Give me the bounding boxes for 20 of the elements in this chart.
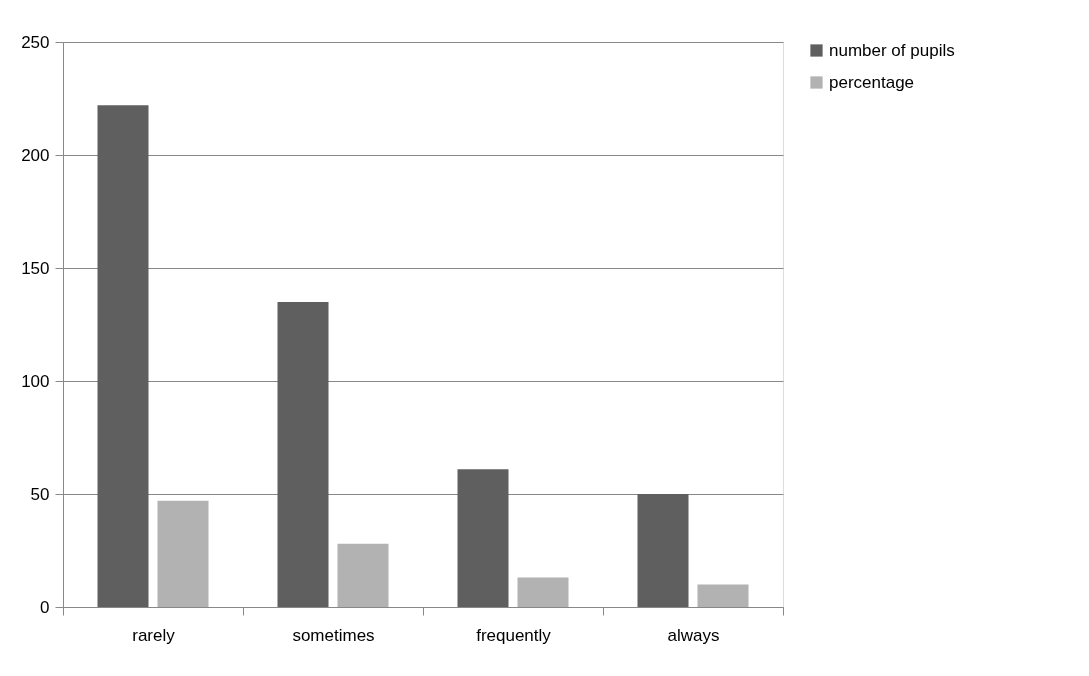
bar <box>157 500 209 607</box>
bar <box>517 577 569 607</box>
y-tick-label: 0 <box>40 597 50 617</box>
y-tick-label: 250 <box>21 32 50 52</box>
legend-label: number of pupils <box>829 40 955 60</box>
bar <box>277 301 329 607</box>
bar <box>637 494 689 607</box>
y-tick-label: 50 <box>30 484 50 504</box>
bar <box>697 584 749 607</box>
x-tick-label: always <box>667 625 720 645</box>
bar <box>97 105 149 607</box>
y-tick-label: 100 <box>21 371 50 391</box>
legend-label: percentage <box>829 72 915 92</box>
x-tick-label: rarely <box>132 625 176 645</box>
x-tick-label: frequently <box>476 625 552 645</box>
x-tick-label: sometimes <box>292 625 375 645</box>
y-tick-label: 200 <box>21 145 50 165</box>
y-tick-label: 150 <box>21 258 50 278</box>
bar <box>337 543 389 607</box>
bar <box>457 469 509 607</box>
